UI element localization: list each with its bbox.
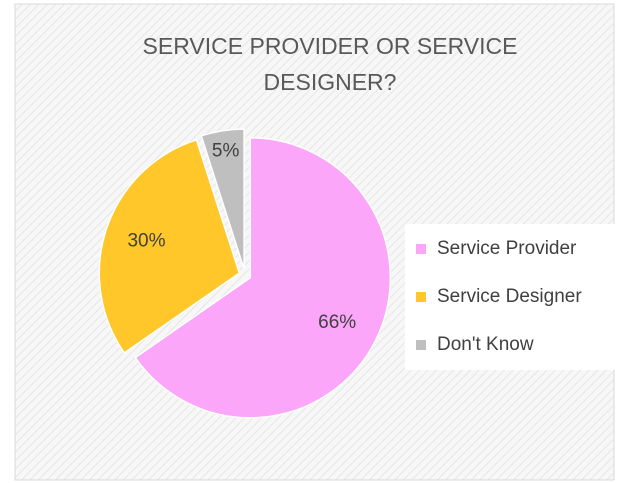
legend-box [405, 224, 619, 370]
pie-slice [200, 128, 245, 270]
legend-label: Service Provider [437, 238, 577, 259]
legend: Service Provider Service Designer Don't Kn… [416, 238, 582, 355]
legend-marker [416, 292, 426, 302]
legend-marker [416, 340, 426, 350]
legend-label: Service Designer [437, 286, 582, 307]
pie-slice [134, 137, 392, 419]
legend-marker [416, 244, 426, 254]
pie: 66% 30% 5% [98, 128, 392, 419]
chart-title: SERVICE PROVIDER OR SERVICE DESIGNER? [142, 33, 518, 95]
data-label: 66% [318, 312, 356, 333]
legend-label: Don't Know [437, 334, 534, 355]
pie-slice [98, 138, 241, 354]
data-label: 30% [127, 231, 165, 252]
data-label: 5% [212, 141, 240, 162]
